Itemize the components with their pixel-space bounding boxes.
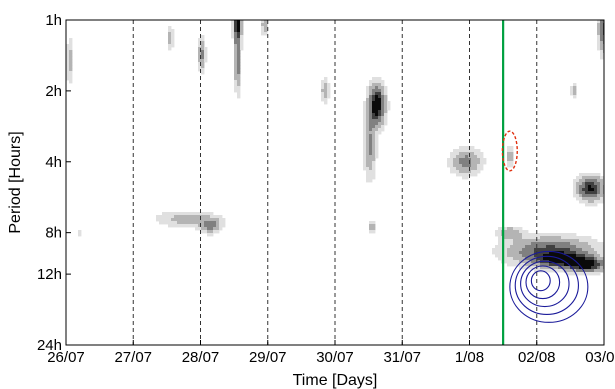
blue-contour-ring — [514, 255, 579, 316]
x-tick-label: 03/08 — [585, 349, 615, 366]
blue-contour-ring — [520, 260, 570, 308]
x-tick-label: 26/07 — [47, 349, 85, 366]
x-tick-label: 27/07 — [114, 349, 152, 366]
x-axis-label: Time [Days] — [293, 372, 378, 389]
red-significance-contour — [501, 130, 518, 172]
significance-contours — [501, 130, 589, 323]
blue-contour-ring — [530, 270, 551, 292]
blue-contour-ring — [509, 250, 589, 323]
y-axis-label: Period [Hours] — [7, 131, 24, 233]
x-tick-label: 29/07 — [249, 349, 287, 366]
heatmap-layer — [66, 20, 604, 276]
y-tick-label: 12h — [37, 266, 62, 283]
y-tick-label: 1h — [45, 12, 62, 29]
x-tick-label: 02/08 — [518, 349, 556, 366]
x-tick-label: 1/08 — [455, 349, 484, 366]
x-tick-label: 31/07 — [383, 349, 421, 366]
blue-contour-ring — [525, 265, 561, 300]
x-tick-label: 30/07 — [316, 349, 354, 366]
x-tick-label: 28/07 — [182, 349, 220, 366]
y-tick-label: 4h — [45, 154, 62, 171]
day-boundary-lines — [132, 20, 538, 345]
y-tick-label: 8h — [45, 225, 62, 242]
y-tick-label: 24h — [37, 337, 62, 354]
axis-ticks: 26/07 27/07 28/07 29/07 30/07 31/07 1/08 02/08 0… — [37, 12, 615, 366]
y-tick-label: 2h — [45, 83, 62, 100]
